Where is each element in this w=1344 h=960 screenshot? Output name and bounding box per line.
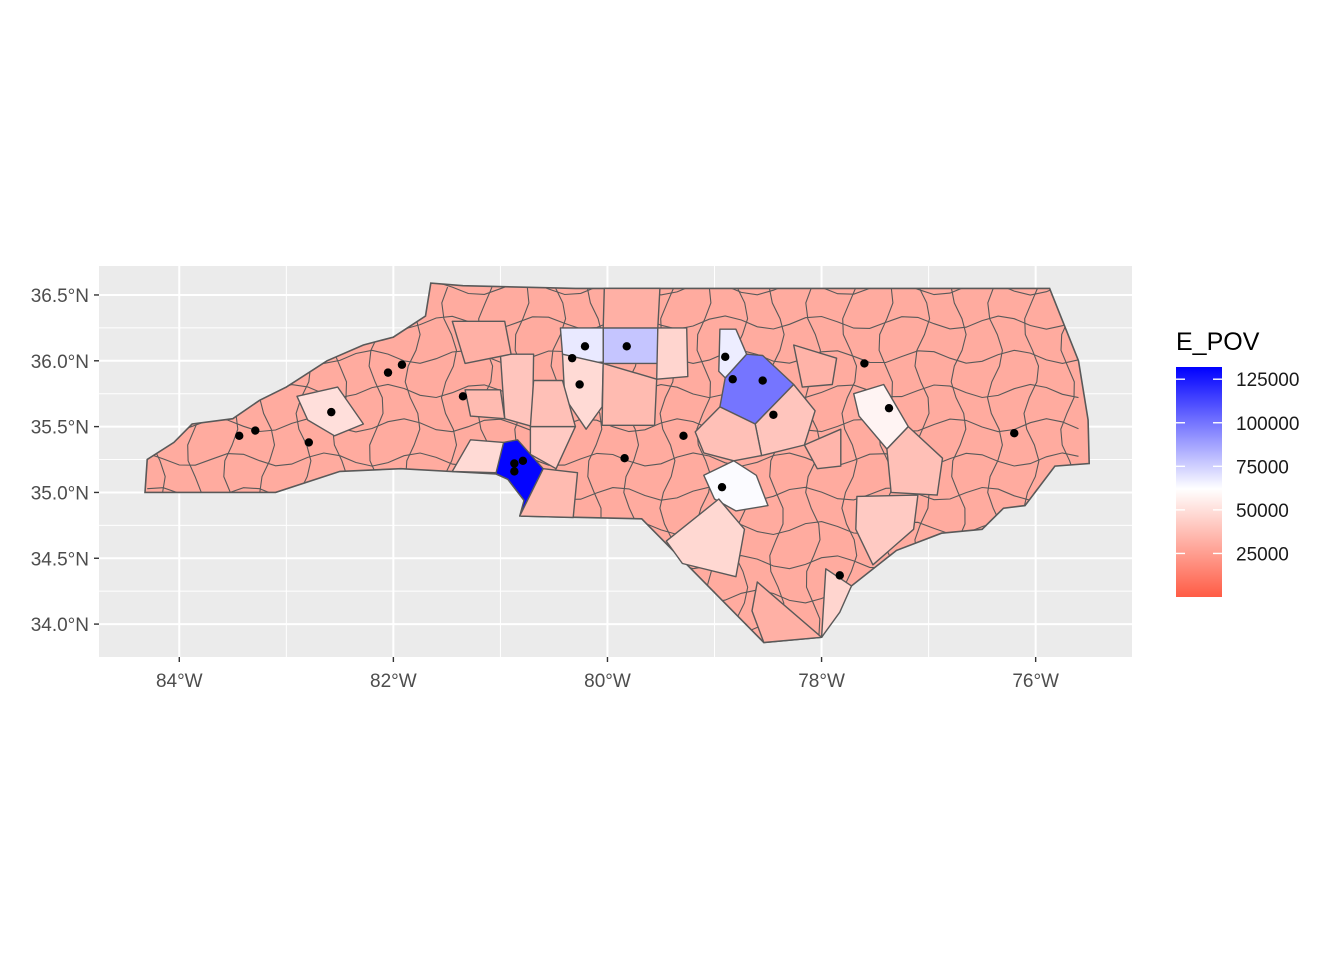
city-point xyxy=(758,376,767,385)
city-point xyxy=(717,482,727,492)
city-point xyxy=(383,368,393,377)
legend-break-label: 25000 xyxy=(1236,544,1289,565)
x-tick-label: 84°W xyxy=(156,671,203,692)
county-boundary xyxy=(804,286,822,643)
y-tick-label: 35.5°N xyxy=(31,418,89,439)
county-catawba xyxy=(464,389,506,420)
city-point xyxy=(679,431,688,441)
city-point xyxy=(1010,428,1019,438)
city-point xyxy=(567,353,577,363)
y-tick-label: 36.0°N xyxy=(31,352,89,373)
y-tick-label: 34.5°N xyxy=(31,549,89,570)
y-tick-label: 35.0°N xyxy=(31,483,89,504)
county-gaston xyxy=(451,439,505,474)
legend-break-label: 125000 xyxy=(1236,370,1299,391)
county-boundary xyxy=(146,418,1079,433)
legend-ticks: 125000 100000 75000 50000 25000 xyxy=(1176,370,1299,565)
city-point xyxy=(728,375,737,384)
city-point xyxy=(769,410,778,419)
county-rockingham xyxy=(602,287,661,329)
x-tick-label: 76°W xyxy=(1012,671,1059,692)
legend-break-label: 50000 xyxy=(1236,501,1289,522)
x-tick-label: 78°W xyxy=(798,671,845,692)
city-point xyxy=(575,380,584,389)
legend-break-label: 100000 xyxy=(1236,414,1299,435)
city-point xyxy=(251,426,260,435)
city-point xyxy=(327,407,336,417)
city-point xyxy=(835,571,844,580)
city-point xyxy=(622,342,631,351)
city-point xyxy=(458,392,468,401)
county-layer xyxy=(296,287,944,644)
x-axis: 84°W 82°W 80°W 78°W 76°W xyxy=(156,657,1059,692)
y-tick-label: 34.0°N xyxy=(31,615,89,636)
county-durham xyxy=(718,328,748,379)
county-wayne xyxy=(803,428,842,470)
legend: E_POV 125000 100000 75000 50000 25000 xyxy=(1176,328,1299,597)
county-iredell xyxy=(499,353,535,428)
y-axis: 34.0°N 34.5°N 35.0°N 35.5°N 36.0°N 36.5°N xyxy=(31,286,99,636)
legend-break-label: 75000 xyxy=(1236,457,1289,478)
county-craven xyxy=(886,425,944,496)
x-tick-label: 80°W xyxy=(584,671,631,692)
x-tick-label: 82°W xyxy=(370,671,417,692)
county-alamance xyxy=(656,327,689,380)
city-point xyxy=(510,459,519,468)
county-new-hanover xyxy=(820,568,853,638)
county-onslow xyxy=(855,494,919,566)
county-harnett xyxy=(694,406,763,462)
county-boundary xyxy=(768,286,785,643)
legend-title: E_POV xyxy=(1176,328,1260,356)
county-randolph xyxy=(601,362,658,426)
county-brunswick xyxy=(751,581,823,644)
city-point xyxy=(620,454,629,463)
county-rowan xyxy=(529,379,577,428)
legend-colorbar xyxy=(1176,367,1222,597)
city-point xyxy=(884,403,894,413)
city-point xyxy=(721,352,730,362)
city-point xyxy=(860,359,869,368)
city-point xyxy=(510,467,519,476)
y-tick-label: 36.5°N xyxy=(31,286,89,307)
city-point xyxy=(397,360,407,369)
city-point xyxy=(580,342,590,351)
point-layer xyxy=(235,342,1019,580)
city-point xyxy=(235,431,244,441)
county-wilkes xyxy=(451,320,512,365)
county-nash xyxy=(793,344,838,388)
city-point xyxy=(304,438,314,447)
county-robeson xyxy=(665,498,746,578)
county-union xyxy=(519,468,579,519)
city-point xyxy=(518,456,528,466)
